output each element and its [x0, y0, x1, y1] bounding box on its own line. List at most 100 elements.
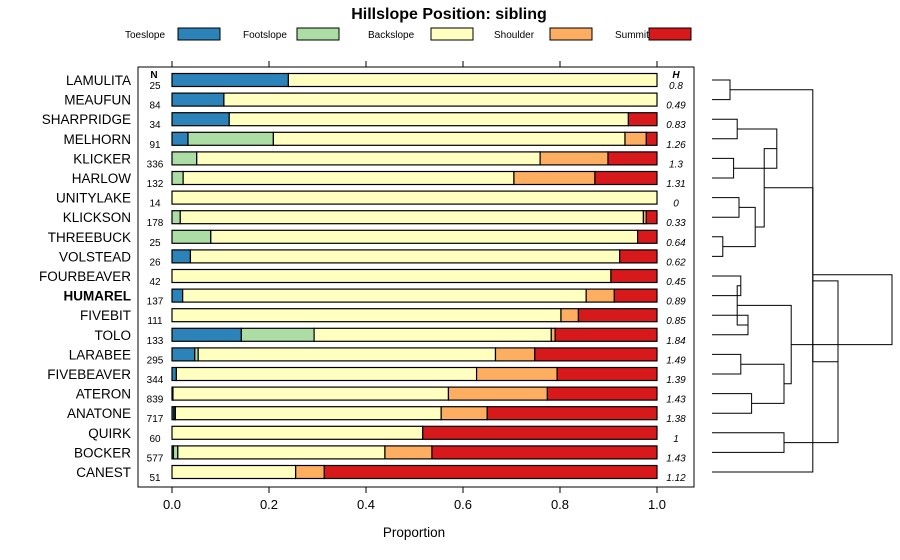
row-label-fivebit: FIVEBIT — [80, 308, 131, 323]
bar-sharpridge-backslope — [228, 112, 629, 127]
legend-label-toeslope: Toeslope — [125, 30, 165, 41]
h-value-lamulita: 0.8 — [669, 81, 683, 92]
row-label-unitylake: UNITYLAKE — [56, 191, 131, 206]
legend-swatch-shoulder — [549, 27, 593, 41]
row-label-sharpridge: SHARPRIDGE — [42, 112, 131, 127]
row-label-humarel: HUMAREL — [64, 289, 132, 304]
bar-canest-summit — [323, 464, 658, 480]
h-value-unitylake: 0 — [673, 199, 679, 210]
bar-harlow-shoulder — [513, 170, 596, 186]
dendrogram — [712, 79, 893, 473]
bar-larabee-backslope — [197, 347, 497, 362]
bar-volstead-summit — [619, 249, 658, 264]
bar-volstead-backslope — [189, 249, 621, 264]
row-label-bocker: BOCKER — [74, 445, 131, 460]
n-value-harlow: 132 — [147, 179, 164, 190]
legend-label-backslope: Backslope — [368, 30, 415, 41]
bar-bocker-backslope — [177, 445, 386, 460]
bar-quirk-backslope — [171, 425, 424, 440]
row-label-klickson: KLICKSON — [63, 210, 131, 225]
bar-melhorn-toeslope — [171, 131, 189, 146]
bar-humarel-shoulder — [585, 288, 615, 303]
bar-klickson-summit — [645, 210, 658, 225]
legend-label-footslope: Footslope — [243, 30, 287, 41]
bar-klicker-backslope — [196, 151, 541, 166]
h-header: H — [672, 70, 680, 81]
n-value-threebuck: 25 — [149, 238, 161, 249]
bar-threebuck-footslope — [171, 229, 212, 244]
x-tick-label-0: 0.0 — [163, 497, 181, 512]
bar-ateron-summit — [546, 386, 658, 401]
bar-fivebeaver-backslope — [175, 366, 478, 382]
h-value-anatone: 1.38 — [666, 414, 686, 425]
chart-title: Hillslope Position: sibling — [351, 6, 547, 23]
row-label-anatone: ANATONE — [67, 406, 131, 421]
h-value-melhorn: 1.26 — [666, 140, 686, 151]
h-value-harlow: 1.31 — [666, 179, 685, 190]
row-label-larabee: LARABEE — [69, 347, 131, 362]
bar-tolo-backslope — [313, 327, 552, 342]
n-value-sharpridge: 34 — [149, 120, 161, 131]
dendrogram-branch-9 — [712, 432, 785, 453]
row-label-fourbeaver: FOURBEAVER — [39, 269, 131, 284]
bar-ateron-shoulder — [447, 386, 548, 401]
n-value-lamulita: 25 — [149, 81, 161, 92]
legend-swatch-footslope — [296, 27, 340, 41]
bar-sharpridge-summit — [627, 112, 658, 127]
n-value-fourbeaver: 42 — [149, 277, 161, 288]
row-label-volstead: VOLSTEAD — [59, 249, 131, 264]
bar-fivebeaver-shoulder — [475, 366, 558, 382]
h-value-ateron: 1.43 — [666, 395, 686, 406]
n-value-fivebit: 111 — [147, 316, 163, 327]
dendrogram-branch-7 — [712, 353, 742, 375]
bar-ateron-backslope — [172, 386, 450, 401]
bar-quirk-summit — [422, 425, 658, 440]
bar-klicker-footslope — [171, 151, 198, 166]
bar-humarel-backslope — [182, 288, 587, 303]
bar-tolo-summit — [554, 327, 658, 342]
h-value-humarel: 0.89 — [666, 297, 686, 308]
bar-tolo-toeslope — [171, 327, 242, 342]
legend-swatch-summit — [648, 27, 692, 41]
bar-meaufun-backslope — [223, 92, 658, 107]
bar-melhorn-summit — [645, 131, 658, 146]
row-label-harlow: HARLOW — [72, 171, 132, 186]
bar-anatone-summit — [486, 406, 658, 421]
row-label-quirk: QUIRK — [88, 426, 131, 441]
legend: Toeslope Footslope Backslope Shoulder Summit — [125, 27, 692, 41]
bar-fivebit-summit — [577, 308, 658, 323]
bar-harlow-backslope — [182, 170, 515, 186]
h-value-canest: 1.12 — [666, 473, 686, 484]
dendrogram-branch-8 — [712, 393, 753, 414]
bar-harlow-footslope — [171, 170, 184, 186]
n-value-klicker: 336 — [147, 159, 164, 170]
legend-label-summit: Summit — [615, 30, 649, 41]
bar-anatone-backslope — [174, 406, 442, 421]
bar-lamulita-toeslope — [171, 72, 290, 88]
n-value-melhorn: 91 — [149, 140, 161, 151]
x-axis-title: Proportion — [383, 525, 445, 540]
row-label-fivebeaver: FIVEBEAVER — [47, 367, 131, 382]
n-value-unitylake: 14 — [149, 199, 161, 210]
dendrogram-branch-3 — [712, 197, 740, 218]
h-value-volstead: 0.62 — [666, 257, 686, 268]
row-label-lamulita: LAMULITA — [66, 73, 131, 88]
h-value-meaufun: 0.49 — [666, 101, 686, 112]
bar-humarel-toeslope — [171, 288, 184, 303]
bar-canest-shoulder — [295, 464, 325, 480]
x-tick-label-4: 0.8 — [551, 497, 569, 512]
n-value-meaufun: 84 — [149, 101, 161, 112]
n-value-canest: 51 — [149, 473, 161, 484]
bar-fourbeaver-summit — [610, 268, 658, 284]
dendrogram-branch-10 — [712, 89, 814, 473]
row-label-meaufun: MEAUFUN — [64, 93, 131, 108]
row-label-melhorn: MELHORN — [63, 132, 131, 147]
bar-humarel-summit — [613, 288, 658, 303]
bar-sharpridge-toeslope — [171, 112, 230, 127]
bar-melhorn-shoulder — [624, 131, 647, 146]
bar-larabee-shoulder — [494, 347, 536, 362]
dendrogram-branch-2 — [712, 157, 735, 179]
bar-lamulita-backslope — [287, 72, 658, 88]
n-value-ateron: 839 — [147, 395, 164, 406]
n-value-bocker: 577 — [147, 453, 164, 464]
